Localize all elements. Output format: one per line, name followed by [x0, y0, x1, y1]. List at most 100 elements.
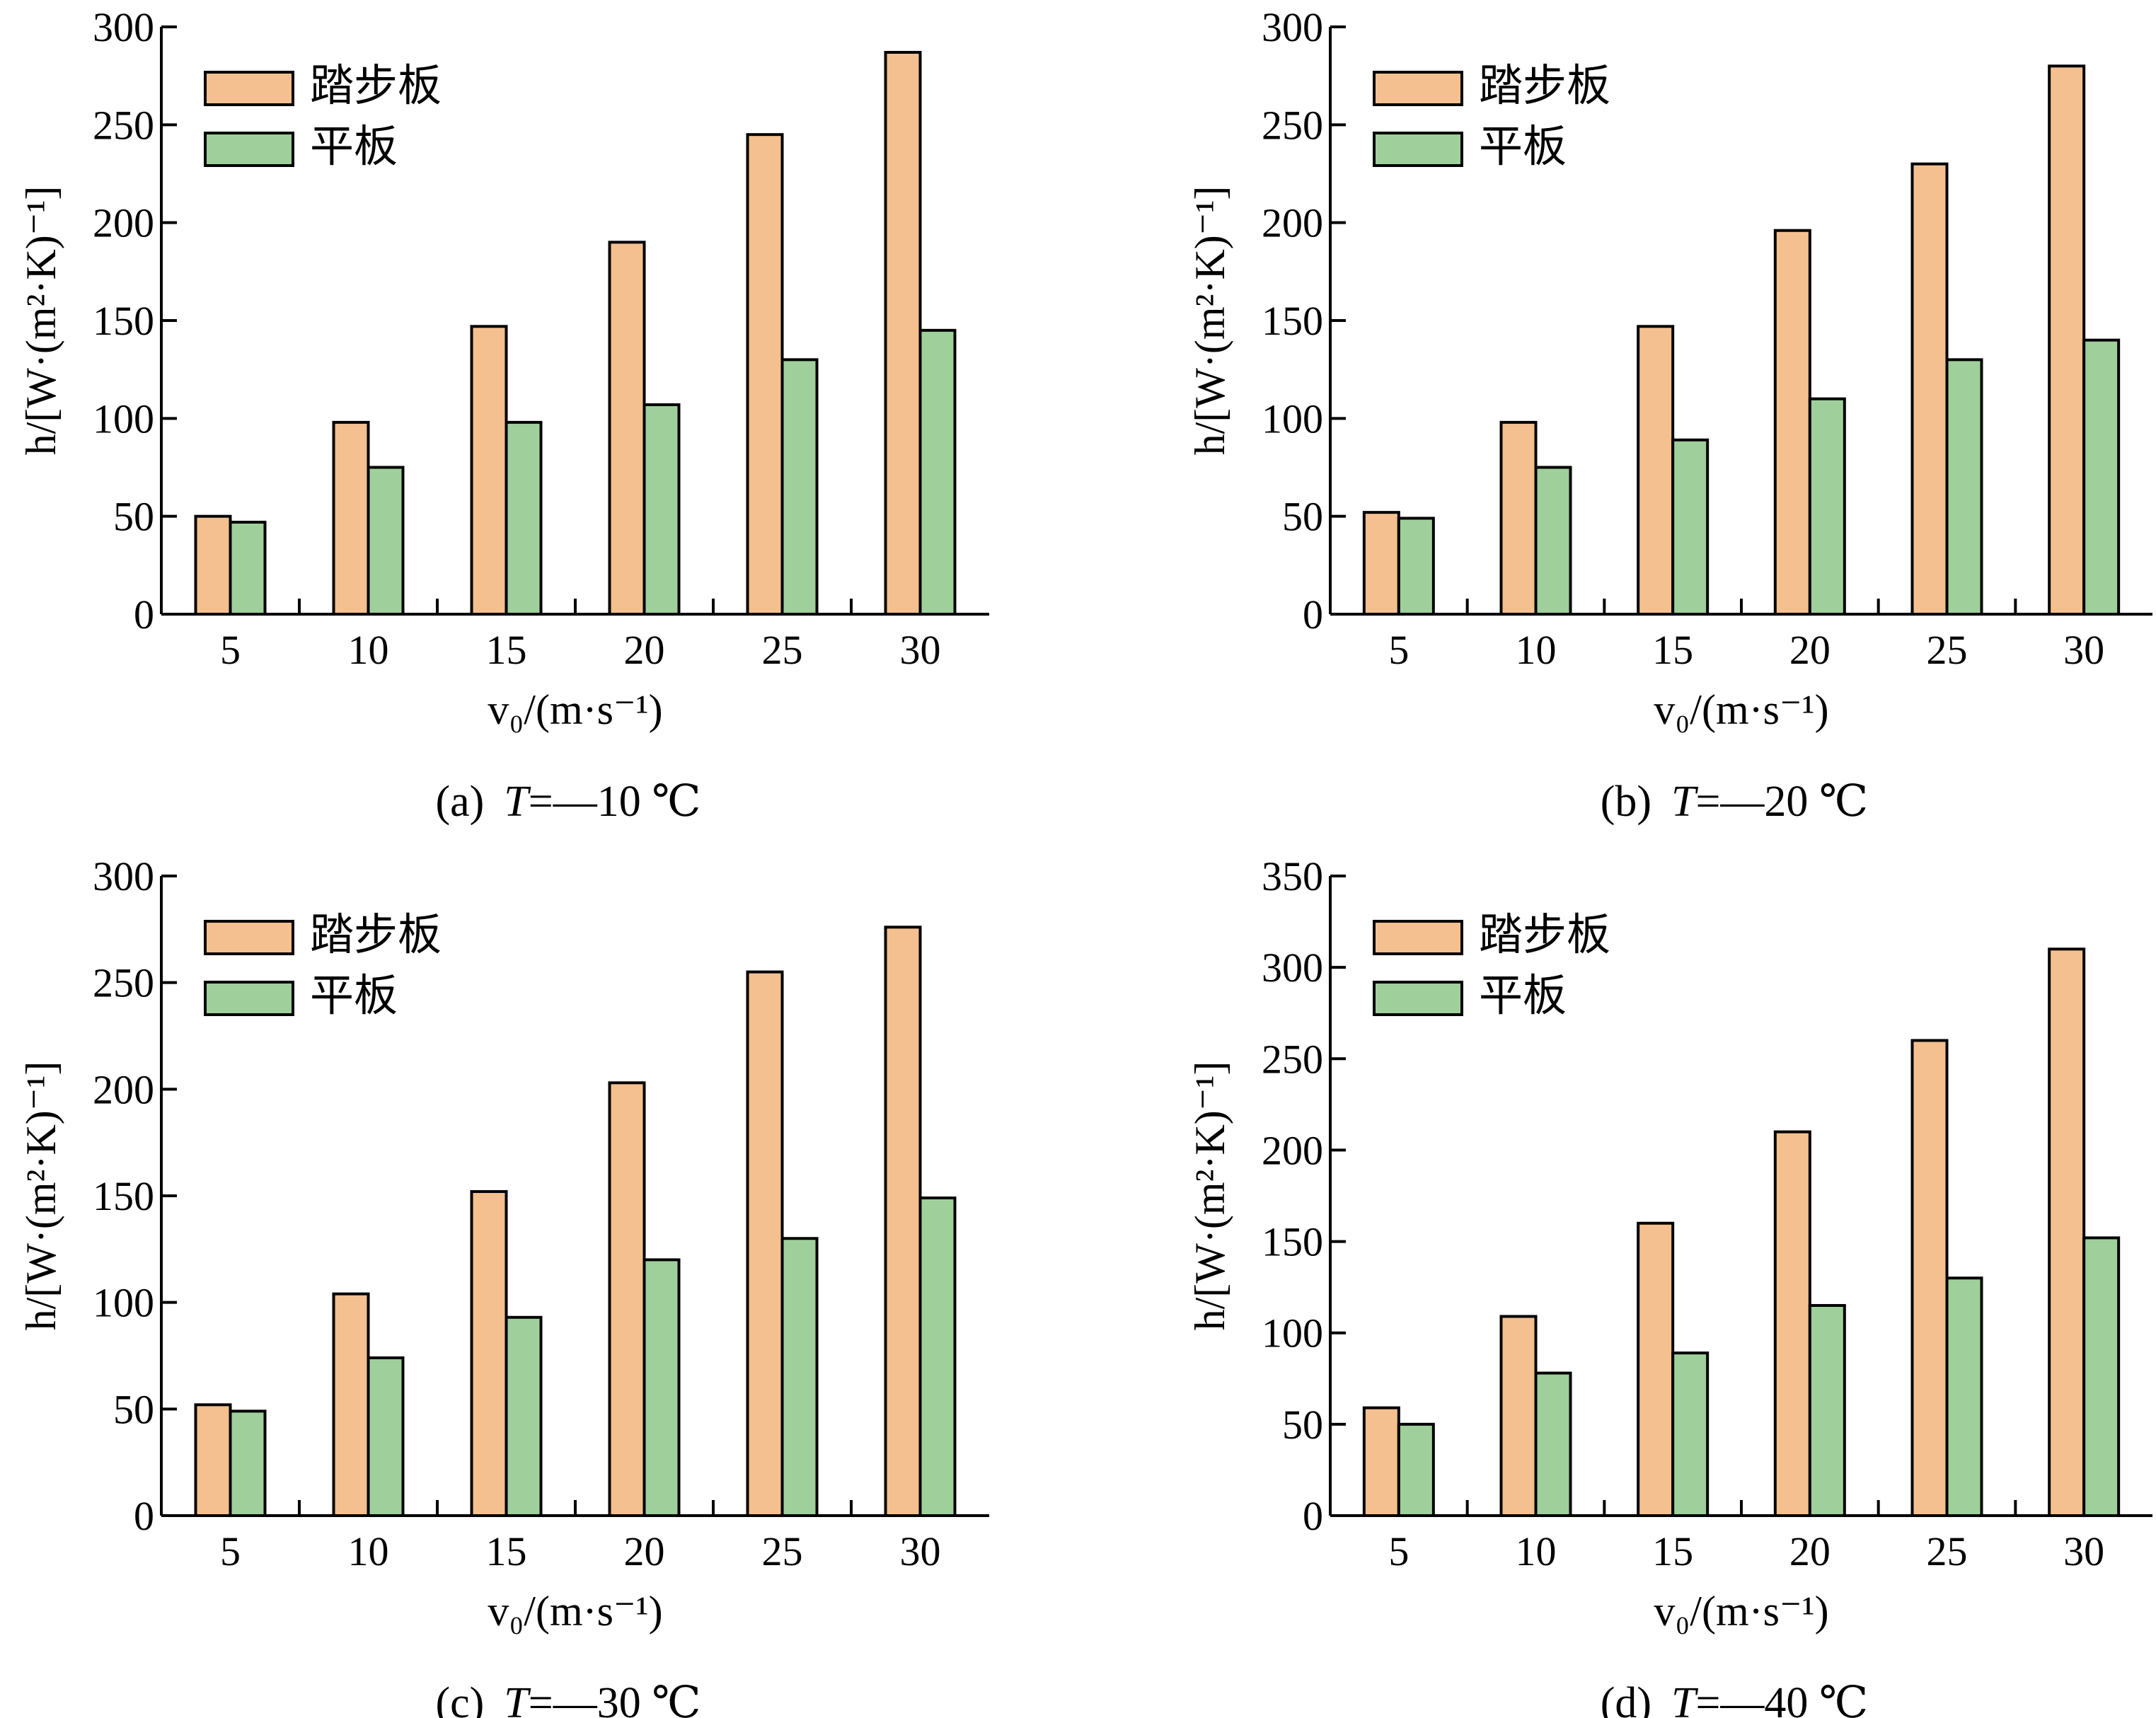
legend-swatch-series2	[1373, 132, 1463, 167]
x-tick-label: 10	[1516, 1528, 1557, 1574]
y-tick-label: 200	[93, 1066, 154, 1112]
legend-label-series1: 踏步板	[310, 59, 442, 111]
x-tick-label: 5	[1388, 1528, 1409, 1574]
caption-label: (b)	[1601, 778, 1651, 826]
x-tick-label: 25	[1927, 1528, 1968, 1574]
y-tick-label: 50	[1282, 494, 1323, 540]
caption-label: (d)	[1601, 1679, 1651, 1718]
x-axis-label: v₀/(m·s⁻¹)	[488, 686, 662, 733]
bar-series1-5	[194, 1403, 232, 1517]
caption-variable: T	[504, 778, 531, 826]
caption-variable: T	[1671, 1679, 1699, 1718]
bar-series1-15	[1637, 325, 1675, 616]
legend-swatch-series1	[204, 920, 294, 955]
y-tick-label: 300	[93, 853, 154, 899]
x-tick-label: 5	[1388, 627, 1409, 673]
y-tick-label: 250	[1262, 102, 1323, 148]
x-tick-label: 15	[1652, 1528, 1693, 1574]
caption-variable: T	[1671, 778, 1699, 826]
caption-equation: =—30 ℃	[529, 1679, 701, 1718]
chart-panel-2: 0 50 100 150 200 250 300 5 10 15 20 25 30 v₀/(m·s⁻¹) h…	[18, 853, 989, 1718]
y-tick-label: 150	[1262, 298, 1323, 344]
y-tick-label: 100	[1262, 396, 1323, 442]
bar-series2-10	[1534, 1371, 1572, 1517]
y-tick-label: 50	[1282, 1402, 1323, 1448]
bar-series1-5	[1362, 511, 1400, 616]
y-tick-label: 150	[1262, 1219, 1323, 1265]
x-tick-label: 10	[348, 1528, 389, 1574]
y-tick-label: 250	[93, 960, 154, 1006]
bar-series1-10	[1499, 1315, 1538, 1518]
chart-panel-3: 0 50 100 150 200 250 300 350 5 10 15 20 25 30 v₀/(m·s⁻…	[1187, 853, 2152, 1718]
bar-series1-30	[2048, 64, 2086, 616]
bar-series1-20	[1773, 1130, 1811, 1517]
y-tick-label: 250	[93, 102, 154, 148]
bar-series2-25	[780, 1237, 819, 1518]
bar-series2-20	[642, 403, 681, 616]
bar-series1-15	[470, 325, 508, 616]
y-tick-label: 350	[1262, 853, 1323, 899]
bar-series1-10	[332, 1292, 370, 1517]
y-tick-label: 100	[93, 396, 154, 442]
x-tick-label: 30	[2063, 1528, 2104, 1574]
legend-label-series2: 平板	[310, 120, 398, 172]
caption-variable: T	[504, 1679, 531, 1718]
bar-series2-20	[1808, 1303, 1846, 1517]
bar-series2-25	[780, 358, 819, 616]
legend-label-series2: 平板	[1479, 120, 1567, 172]
caption-equation: =—10 ℃	[529, 778, 701, 826]
y-tick-label: 50	[113, 1386, 154, 1432]
bar-series2-20	[642, 1258, 681, 1518]
legend-swatch-series1	[1373, 920, 1463, 955]
bar-series2-5	[229, 1409, 267, 1518]
x-tick-label: 25	[1927, 627, 1968, 673]
bar-series2-10	[367, 466, 405, 616]
y-axis-label: h/[W·(m²·K)⁻¹]	[18, 186, 64, 456]
bar-series1-20	[608, 241, 646, 616]
y-tick-label: 250	[1262, 1036, 1323, 1082]
x-axis-label: v₀/(m·s⁻¹)	[1654, 686, 1828, 733]
bar-series2-15	[505, 420, 543, 616]
y-tick-label: 100	[93, 1280, 154, 1326]
legend-swatch-series1	[204, 71, 294, 106]
y-tick-label: 150	[93, 1173, 154, 1219]
x-tick-label: 25	[762, 627, 803, 673]
panel-caption: (b) T=—20 ℃	[1601, 778, 1869, 826]
y-tick-label: 300	[93, 4, 154, 50]
caption-equation: =—20 ℃	[1695, 778, 1868, 826]
bar-series1-15	[470, 1189, 508, 1518]
bar-series1-10	[1499, 420, 1538, 616]
x-tick-label: 10	[348, 627, 389, 673]
bar-series1-30	[2048, 947, 2086, 1518]
legend-swatch-series2	[204, 981, 294, 1016]
bar-series2-15	[1671, 438, 1710, 616]
caption-label: (a)	[435, 778, 484, 826]
bar-series2-30	[2082, 1236, 2121, 1518]
y-axis-label: h/[W·(m²·K)⁻¹]	[1187, 1061, 1233, 1331]
y-tick-label: 300	[1262, 4, 1323, 50]
bar-series1-5	[194, 514, 232, 616]
bar-series1-25	[746, 133, 784, 616]
y-tick-label: 300	[1262, 945, 1323, 991]
chart-panel-1: 0 50 100 150 200 250 300 5 10 15 20 25 30 v₀/(m·s⁻¹) h…	[1187, 4, 2152, 826]
bar-series2-5	[1397, 517, 1435, 616]
y-tick-label: 150	[93, 298, 154, 344]
y-tick-label: 200	[1262, 200, 1323, 246]
bar-series2-10	[367, 1356, 405, 1517]
bar-series2-15	[505, 1315, 543, 1517]
bar-series2-5	[1397, 1422, 1435, 1518]
x-tick-label: 5	[220, 1528, 241, 1574]
legend-swatch-series1	[1373, 71, 1463, 106]
bar-series2-30	[2082, 338, 2121, 616]
y-tick-label: 0	[1303, 592, 1323, 638]
bar-series2-10	[1534, 466, 1572, 616]
y-tick-label: 50	[113, 494, 154, 540]
y-tick-label: 100	[1262, 1310, 1323, 1356]
x-tick-label: 25	[762, 1528, 803, 1574]
bar-series2-25	[1945, 358, 1983, 616]
bar-series1-20	[1773, 229, 1811, 616]
caption-label: (c)	[435, 1679, 484, 1718]
x-tick-label: 20	[624, 627, 665, 673]
bar-series2-25	[1945, 1276, 1983, 1517]
